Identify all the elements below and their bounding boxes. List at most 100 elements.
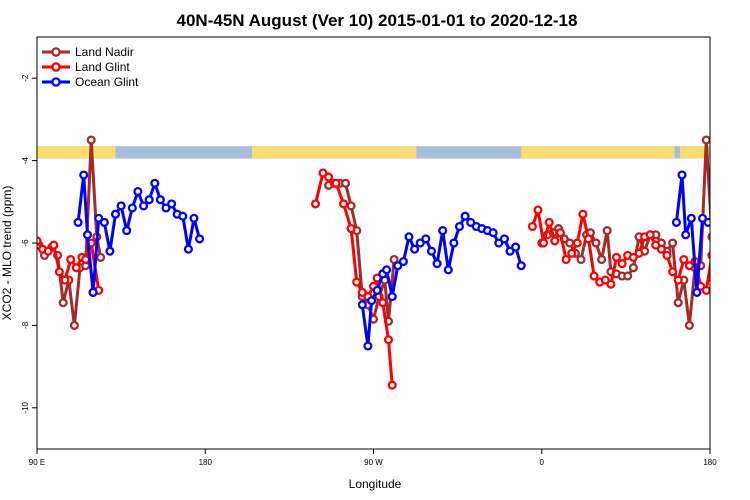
data-point bbox=[382, 265, 392, 275]
data-point bbox=[393, 261, 403, 271]
land-ocean-band bbox=[37, 146, 710, 159]
data-point bbox=[58, 298, 68, 308]
data-point bbox=[86, 135, 96, 145]
data-point bbox=[66, 254, 76, 265]
legend-label: Land Glint bbox=[75, 60, 130, 74]
data-point bbox=[645, 230, 655, 240]
data-point bbox=[99, 217, 109, 227]
data-point bbox=[340, 178, 351, 188]
data-point bbox=[671, 217, 681, 227]
data-point bbox=[81, 254, 91, 265]
data-point bbox=[686, 213, 696, 223]
data-point bbox=[681, 230, 691, 240]
data-point bbox=[505, 246, 515, 256]
data-point bbox=[565, 238, 575, 248]
data-point bbox=[372, 285, 382, 295]
x-axis: 90 E 180 90 W 0 180 bbox=[29, 449, 717, 467]
data-point bbox=[367, 296, 377, 306]
data-point bbox=[466, 217, 476, 227]
data-point bbox=[677, 170, 687, 180]
data-point bbox=[139, 201, 149, 211]
data-point bbox=[339, 199, 349, 209]
x-tick-label: 90 W bbox=[364, 458, 383, 467]
data-point bbox=[697, 213, 708, 223]
data-point bbox=[127, 203, 137, 213]
data-point bbox=[43, 246, 53, 256]
data-point bbox=[105, 246, 115, 256]
data-point bbox=[533, 205, 543, 215]
data-point bbox=[460, 211, 470, 221]
data-point bbox=[189, 213, 199, 223]
data-point bbox=[701, 135, 710, 145]
data-point bbox=[589, 271, 599, 281]
x-tick-label: 180 bbox=[703, 458, 717, 467]
data-point bbox=[161, 203, 171, 213]
data-point bbox=[443, 265, 453, 275]
data-point bbox=[673, 275, 683, 285]
data-point bbox=[602, 226, 612, 236]
data-point bbox=[410, 244, 420, 254]
data-point bbox=[404, 232, 414, 242]
data-point bbox=[651, 240, 661, 250]
data-point bbox=[318, 168, 328, 178]
data-point bbox=[449, 238, 459, 248]
data-point bbox=[331, 178, 341, 188]
data-point bbox=[73, 217, 83, 227]
data-point bbox=[150, 178, 160, 188]
data-point bbox=[346, 224, 356, 234]
data-point bbox=[195, 234, 205, 244]
y-tick-label: -4 bbox=[21, 156, 30, 164]
data-point bbox=[662, 250, 672, 260]
data-point bbox=[346, 201, 356, 211]
x-tick-label: 180 bbox=[199, 458, 213, 467]
data-point bbox=[576, 254, 586, 265]
data-point bbox=[567, 248, 577, 258]
legend-item: Land Nadir bbox=[42, 45, 134, 59]
data-point bbox=[60, 275, 70, 285]
data-point bbox=[561, 254, 571, 265]
series-line bbox=[76, 173, 95, 293]
chart-title: 40N-45N August (Ver 10) 2015-01-01 to 20… bbox=[177, 11, 578, 30]
data-point bbox=[583, 234, 594, 244]
data-point bbox=[606, 279, 616, 289]
data-point bbox=[352, 277, 362, 287]
data-point bbox=[398, 256, 408, 267]
data-point bbox=[310, 199, 321, 209]
data-point bbox=[499, 234, 509, 244]
data-point bbox=[511, 242, 521, 252]
data-point bbox=[357, 287, 367, 297]
data-point bbox=[454, 221, 465, 232]
series-land-glint bbox=[37, 168, 710, 390]
legend-swatch-marker bbox=[51, 62, 61, 72]
data-point bbox=[572, 238, 582, 248]
series-ocean-glint bbox=[73, 170, 710, 351]
data-point bbox=[673, 298, 683, 308]
data-point bbox=[54, 267, 64, 277]
data-point bbox=[701, 285, 710, 295]
data-point bbox=[684, 320, 694, 330]
data-point bbox=[94, 213, 104, 223]
data-point bbox=[611, 252, 622, 262]
data-point bbox=[82, 230, 93, 240]
data-point bbox=[421, 234, 431, 244]
data-point bbox=[49, 240, 59, 250]
data-point bbox=[389, 254, 399, 265]
y-tick-label: -10 bbox=[21, 401, 30, 413]
y-tick-label: -2 bbox=[21, 74, 30, 82]
data-point bbox=[494, 238, 504, 248]
data-point bbox=[69, 320, 79, 330]
data-point bbox=[387, 380, 397, 390]
data-point bbox=[183, 244, 193, 254]
data-point bbox=[679, 254, 689, 265]
land-band-segment bbox=[37, 146, 116, 159]
data-point bbox=[684, 261, 694, 271]
data-point bbox=[578, 209, 588, 219]
data-point bbox=[623, 271, 633, 281]
data-point bbox=[96, 252, 106, 262]
series-layer bbox=[37, 135, 710, 390]
data-point bbox=[387, 292, 397, 302]
land-band-segment bbox=[251, 146, 417, 159]
data-point bbox=[116, 201, 126, 211]
data-point bbox=[324, 172, 334, 182]
data-point bbox=[591, 238, 601, 248]
